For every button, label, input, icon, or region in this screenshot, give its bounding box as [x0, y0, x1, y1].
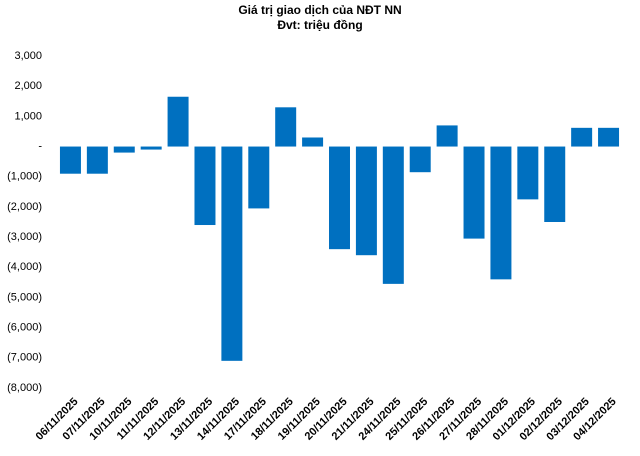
y-tick-label: (4,000)	[7, 261, 42, 273]
bar	[113, 146, 135, 153]
bar	[436, 125, 458, 147]
bar	[140, 146, 162, 150]
bar	[248, 146, 270, 209]
bar	[329, 146, 350, 250]
y-tick-label: (2,000)	[7, 201, 42, 213]
bar	[167, 96, 189, 147]
bar	[598, 127, 620, 147]
y-tick-label: 3,000	[14, 50, 42, 62]
bar	[221, 146, 243, 361]
bar	[275, 107, 297, 147]
bar	[194, 146, 216, 226]
y-tick-label: (6,000)	[7, 322, 42, 334]
bar	[86, 146, 108, 174]
y-tick-label: (3,000)	[7, 231, 42, 243]
chart-title: Giá trị giao dịch của NĐT NN	[238, 3, 401, 17]
bar	[463, 146, 485, 239]
y-tick-label: 1,000	[14, 110, 42, 122]
y-tick-label: -	[38, 140, 42, 152]
y-tick-label: (1,000)	[7, 171, 42, 183]
bar	[517, 146, 539, 200]
bar	[302, 137, 324, 147]
y-tick-label: 2,000	[14, 80, 42, 92]
chart-subtitle: Đvt: triệu đồng	[277, 18, 362, 32]
bar	[409, 146, 431, 173]
bar	[571, 127, 593, 147]
y-tick-label: (5,000)	[7, 291, 42, 303]
bar	[490, 146, 512, 280]
bar	[382, 146, 404, 284]
bar	[544, 146, 566, 222]
y-tick-label: (7,000)	[7, 352, 42, 364]
bar	[59, 146, 81, 174]
bar	[355, 146, 377, 256]
y-tick-label: (8,000)	[7, 382, 42, 394]
